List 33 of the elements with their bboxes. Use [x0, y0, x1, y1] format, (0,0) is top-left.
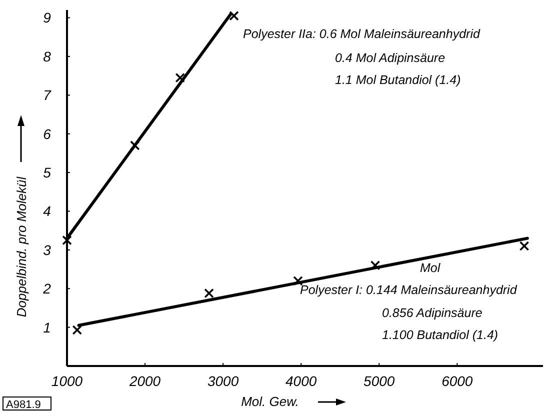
- x-tick-label: 1000: [51, 373, 83, 389]
- y-tick-label: 7: [43, 87, 52, 104]
- x-tick-label: 2000: [128, 373, 161, 389]
- y-tick-label: 5: [43, 164, 52, 181]
- point: [519, 241, 530, 251]
- x-tick-label: 3000: [207, 373, 239, 389]
- y-tick-label: 2: [42, 280, 52, 297]
- point: [229, 10, 239, 21]
- x-tick-label: 4000: [286, 373, 317, 389]
- x-tick-label: 6000: [442, 373, 473, 389]
- annotation: 0.4 Mol Adipinsäure: [335, 51, 446, 65]
- x-tick-label: 5000: [364, 373, 395, 389]
- annotation: 0.856 Adipinsäure: [382, 306, 482, 320]
- point: [175, 72, 186, 83]
- point: [130, 140, 140, 150]
- y-tick-label: 8: [43, 48, 52, 64]
- y-tick-label: 4: [43, 203, 52, 220]
- y-axis-title: Doppelbind. pro Molekül: [14, 176, 29, 318]
- y-tick-label: 6: [43, 126, 52, 142]
- text: A981.9: [6, 399, 41, 411]
- annotation: Mol: [420, 261, 442, 275]
- y-tick-label: 3: [43, 242, 52, 258]
- annotation: Polyester I: 0.144 Maleinsäureanhydrid: [300, 283, 518, 297]
- y-tick-label: 9: [43, 10, 52, 26]
- point: [204, 288, 214, 298]
- point: [62, 235, 72, 246]
- annotation: 1.1 Mol Butandiol (1.4): [335, 73, 461, 87]
- x-axis-title: Mol. Gew.: [241, 394, 299, 409]
- point: [370, 260, 380, 270]
- point: [293, 276, 303, 286]
- annotation: 1.100 Butandiol (1.4): [382, 328, 498, 342]
- y-tick-label: 1: [43, 319, 51, 336]
- annotation: Polyester IIa: 0.6 Mol Maleinsäureanhydrid: [243, 27, 481, 41]
